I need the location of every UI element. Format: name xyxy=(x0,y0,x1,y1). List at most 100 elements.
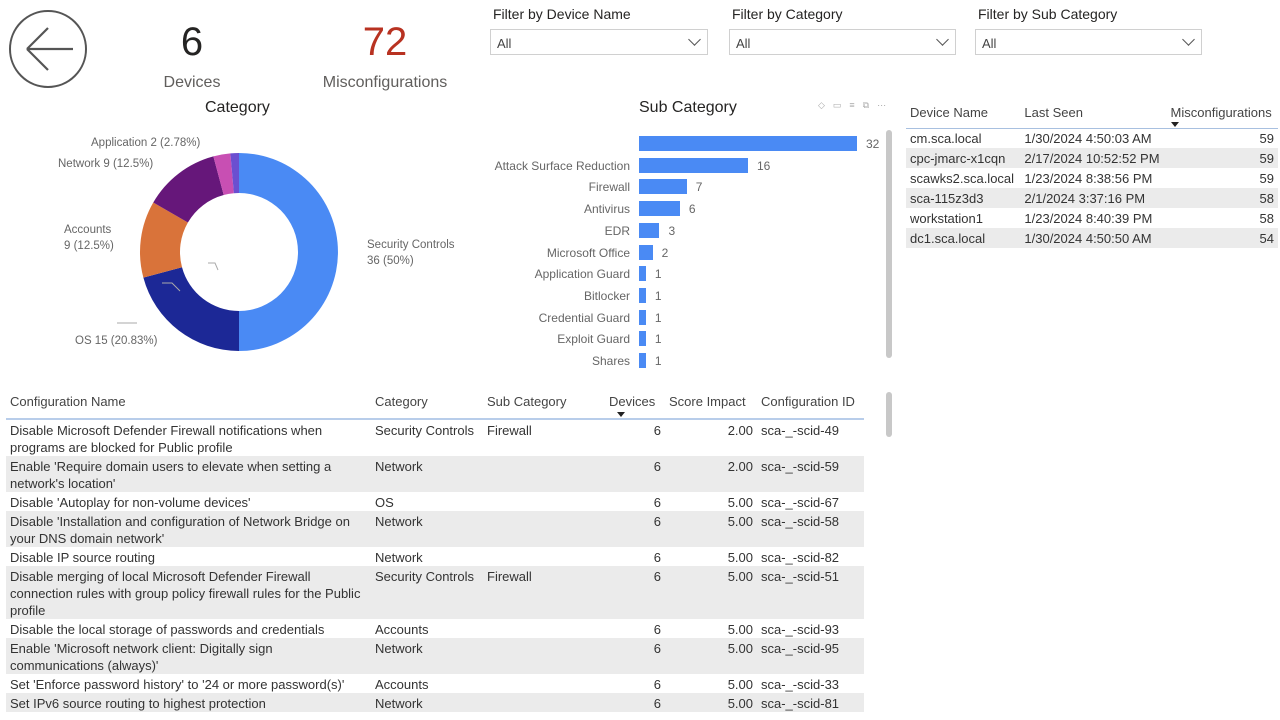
configuration-name: Disable merging of local Microsoft Defen… xyxy=(10,569,361,618)
score-impact: 5.00 xyxy=(727,641,753,656)
donut-slice-os[interactable] xyxy=(143,267,239,351)
device-row[interactable]: scawks2.sca.local 1/23/2024 8:38:56 PM 59 xyxy=(906,168,1278,188)
bar-label: EDR xyxy=(604,223,630,238)
col-misconfigurations[interactable]: Misconfigurations xyxy=(1166,98,1278,129)
bar[interactable] xyxy=(639,309,646,325)
configuration-row[interactable]: Disable the local storage of passwords a… xyxy=(6,619,864,638)
device-row[interactable]: cpc-jmarc-x1cqn 2/17/2024 10:52:52 PM 59 xyxy=(906,148,1278,168)
bar[interactable] xyxy=(639,266,646,282)
score-impact: 5.00 xyxy=(727,569,753,584)
configuration-row[interactable]: Disable Microsoft Defender Firewall noti… xyxy=(6,419,864,456)
bar[interactable] xyxy=(639,136,857,151)
bar[interactable] xyxy=(639,179,687,195)
col-devices[interactable]: Devices xyxy=(605,385,665,420)
configuration-row[interactable]: Disable IP source routing Network 6 5.00 sca… xyxy=(6,547,864,566)
subcategory-bar-chart: 32 Attack Surface Reduction 16 Firewall 7 Ant… xyxy=(480,136,880,376)
bar[interactable] xyxy=(639,331,646,347)
misconfig-count: 59 xyxy=(1259,150,1274,166)
col-category[interactable]: Category xyxy=(371,385,483,420)
last-seen: 1/30/2024 4:50:03 AM xyxy=(1024,130,1152,146)
sub-category xyxy=(483,674,605,693)
configuration-row[interactable]: Disable 'Installation and configuration … xyxy=(6,511,864,547)
configuration-name: Enable 'Require domain users to elevate … xyxy=(10,459,332,491)
configuration-name: Set 'Enforce password history' to '24 or… xyxy=(10,677,345,692)
bar-value-label: 1 xyxy=(654,267,662,282)
device-name: workstation1 xyxy=(910,210,983,226)
bar-label: Attack Surface Reduction xyxy=(494,158,630,173)
misconfig-count: 59 xyxy=(1259,130,1274,146)
device-name: cm.sca.local xyxy=(910,130,982,146)
col-last-seen[interactable]: Last Seen xyxy=(1020,98,1167,129)
config-table-scrollbar[interactable] xyxy=(886,392,892,437)
col-configuration-id[interactable]: Configuration ID xyxy=(757,385,864,420)
device-row[interactable]: dc1.sca.local 1/30/2024 4:50:50 AM 54 xyxy=(906,228,1278,248)
filter-device-dropdown[interactable]: All xyxy=(490,29,708,55)
configuration-row[interactable]: Disable merging of local Microsoft Defen… xyxy=(6,566,864,619)
devices: 6 xyxy=(653,459,661,474)
donut-slice-network[interactable] xyxy=(153,156,224,223)
device-name: scawks2.sca.local xyxy=(910,170,1015,186)
category: Security Controls xyxy=(375,569,474,584)
donut-slice-security-controls[interactable] xyxy=(239,153,338,351)
bar-value-label: 6 xyxy=(688,202,696,217)
score-impact: 2.00 xyxy=(727,459,753,474)
filter-device-value: All xyxy=(497,36,512,51)
chevron-down-icon xyxy=(936,33,949,46)
col-device-name[interactable]: Device Name xyxy=(906,98,1021,129)
donut-slice-accounts[interactable] xyxy=(140,202,188,278)
col-score-impact[interactable]: Score Impact xyxy=(665,385,757,420)
configuration-id: sca-_-scid-51 xyxy=(761,569,840,584)
bar-label: Firewall xyxy=(588,180,630,195)
devices: 6 xyxy=(653,495,661,510)
device-row[interactable]: cm.sca.local 1/30/2024 4:50:03 AM 59 xyxy=(906,128,1278,148)
sort-desc-icon xyxy=(1170,121,1179,127)
misconfigurations-label: Misconfigurations xyxy=(322,74,448,91)
device-name: cpc-jmarc-x1cqn xyxy=(910,150,1006,166)
misconfig-count: 59 xyxy=(1259,170,1274,186)
filter-category-label: Filter by Category xyxy=(732,6,843,22)
back-button[interactable] xyxy=(9,10,87,88)
bar-chart-scrollbar[interactable] xyxy=(886,130,892,358)
configuration-row[interactable]: Enable 'Require domain users to elevate … xyxy=(6,456,864,492)
filter-category-dropdown[interactable]: All xyxy=(729,29,956,55)
bar[interactable] xyxy=(639,222,660,238)
sub-category xyxy=(483,693,605,712)
device-row[interactable]: sca-115z3d3 2/1/2024 3:37:16 PM 58 xyxy=(906,188,1278,208)
donut-slice-application[interactable] xyxy=(213,153,234,196)
sort-desc-icon xyxy=(617,412,625,417)
last-seen: 1/23/2024 8:38:56 PM xyxy=(1024,170,1153,186)
category: Security Controls xyxy=(375,423,474,438)
devices-count: 6 xyxy=(180,20,204,64)
bar-value-label: 1 xyxy=(654,310,662,325)
device-row[interactable]: workstation1 1/23/2024 8:40:39 PM 58 xyxy=(906,208,1278,228)
bar[interactable] xyxy=(639,244,653,260)
configuration-id: sca-_-scid-93 xyxy=(761,622,840,637)
filter-subcategory-value: All xyxy=(982,36,997,51)
configuration-row[interactable]: Set 'Enforce password history' to '24 or… xyxy=(6,674,864,693)
filter-subcategory-label: Filter by Sub Category xyxy=(978,6,1118,22)
bar-value-label: 7 xyxy=(695,180,703,195)
bar[interactable] xyxy=(639,157,748,173)
bar-label: Application Guard xyxy=(534,267,630,282)
filter-device-label: Filter by Device Name xyxy=(493,6,631,22)
configuration-row[interactable]: Set IPv6 source routing to highest prote… xyxy=(6,693,864,712)
configuration-name: Disable the local storage of passwords a… xyxy=(10,622,325,637)
filter-subcategory-dropdown[interactable]: All xyxy=(975,29,1202,55)
donut-slice-other[interactable] xyxy=(230,153,239,194)
bar-value-label: 1 xyxy=(654,332,662,347)
sub-category: Firewall xyxy=(487,569,532,584)
bar[interactable] xyxy=(639,353,646,368)
devices-table: Device Name Last Seen Misconfigurations … xyxy=(906,98,1278,248)
configuration-row[interactable]: Enable 'Microsoft network client: Digita… xyxy=(6,638,864,674)
bar-value-label: 3 xyxy=(668,223,676,238)
score-impact: 5.00 xyxy=(727,677,753,692)
category: Network xyxy=(375,550,423,565)
col-sub-category[interactable]: Sub Category xyxy=(483,385,605,420)
score-impact: 2.00 xyxy=(727,423,753,438)
col-configuration-name[interactable]: Configuration Name xyxy=(6,385,371,420)
bar[interactable] xyxy=(639,201,680,217)
configuration-row[interactable]: Disable 'Autoplay for non-volume devices… xyxy=(6,492,864,511)
visual-header-icons[interactable]: ◇▭≡⧉⋯ xyxy=(818,100,895,110)
bar[interactable] xyxy=(639,287,646,303)
devices: 6 xyxy=(653,569,661,584)
